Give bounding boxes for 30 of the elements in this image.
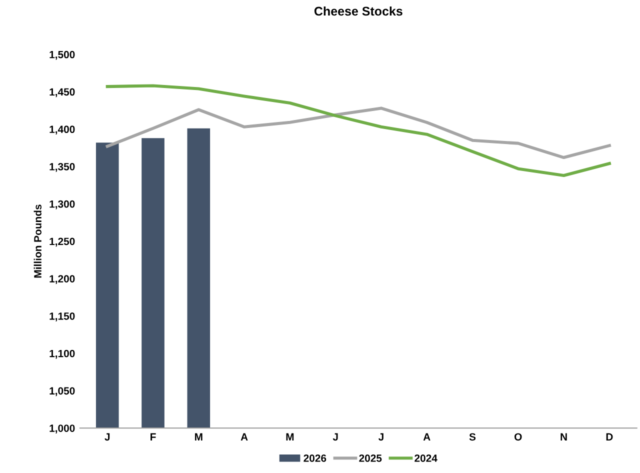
line-series bbox=[106, 84, 611, 177]
y-tick-label: 1,150 bbox=[50, 312, 75, 322]
y-tick-label: 1,400 bbox=[50, 126, 75, 135]
x-tick-label: S bbox=[469, 433, 476, 441]
legend-label: 2026 bbox=[304, 454, 326, 462]
chart-title: Cheese Stocks bbox=[314, 6, 402, 16]
x-tick-label: J bbox=[332, 433, 338, 441]
y-axis-title: Million Pounds bbox=[34, 204, 42, 278]
x-tick-label: A bbox=[240, 433, 248, 440]
legend-label: 2025 bbox=[359, 454, 382, 462]
legend-label: 2024 bbox=[414, 454, 438, 462]
x-tick-label: A bbox=[423, 433, 430, 440]
x-tick-label: M bbox=[286, 433, 294, 440]
y-tick-label: 1,050 bbox=[50, 387, 75, 396]
x-tick-label: N bbox=[560, 433, 567, 440]
y-tick-label: 1,250 bbox=[50, 238, 75, 247]
y-tick-label: 1,000 bbox=[50, 424, 75, 434]
x-tick-label: O bbox=[514, 433, 522, 441]
y-tick-label: 1,100 bbox=[50, 350, 75, 359]
y-tick-label: 1,300 bbox=[50, 200, 75, 210]
x-tick-label: J bbox=[378, 433, 384, 441]
y-tick-label: 1,450 bbox=[50, 88, 75, 98]
y-tick-label: 1,500 bbox=[50, 50, 75, 60]
x-tick-label: F bbox=[150, 433, 156, 440]
y-tick-label: 1,200 bbox=[50, 275, 75, 284]
y-tick-label: 1,350 bbox=[50, 162, 75, 172]
x-tick-label: M bbox=[195, 433, 202, 440]
x-tick-label: J bbox=[104, 433, 110, 441]
line-series bbox=[106, 106, 611, 160]
x-tick-label: D bbox=[606, 433, 613, 440]
